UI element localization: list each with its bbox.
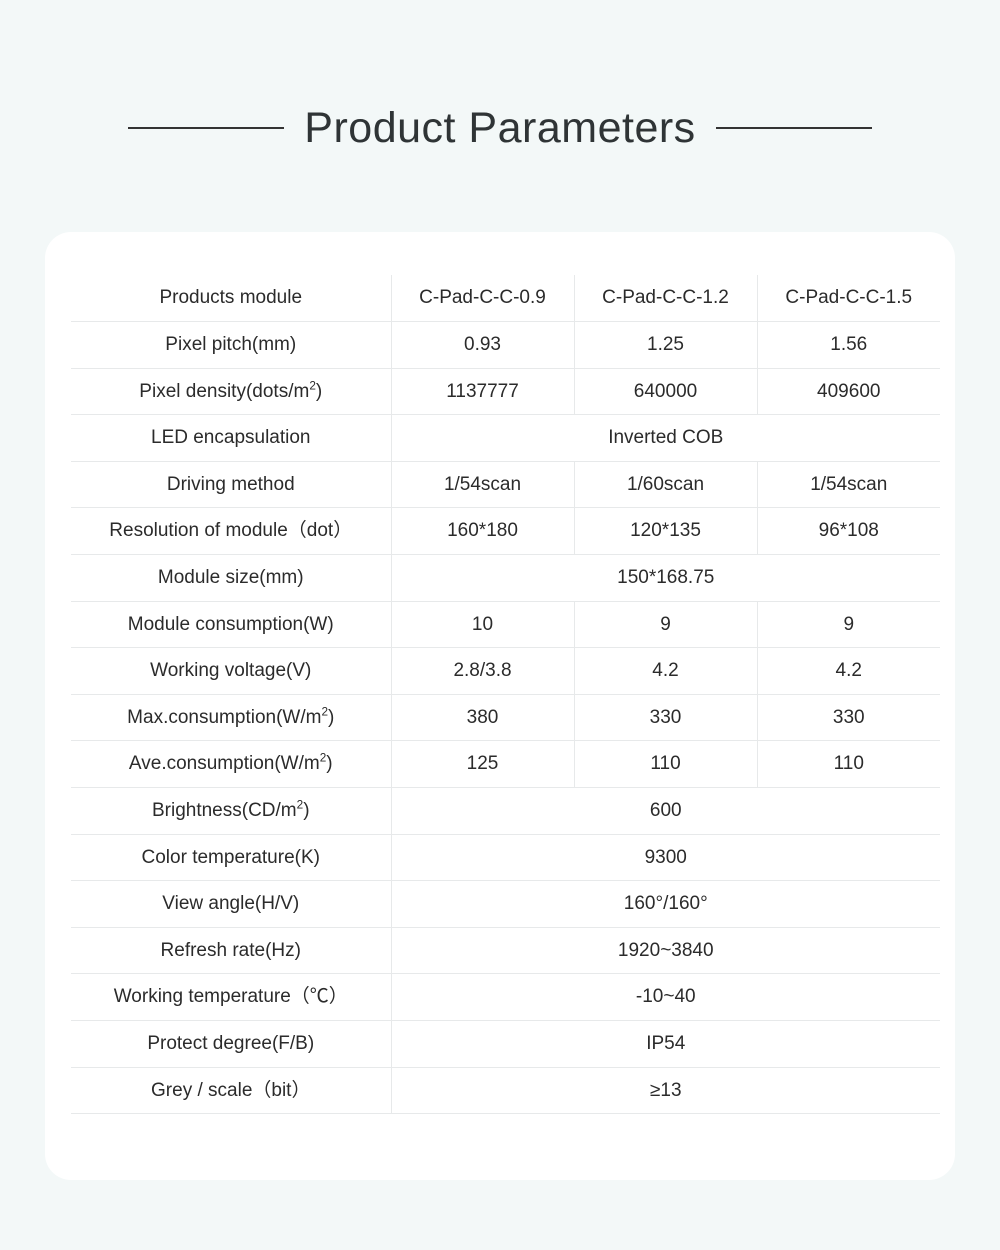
table-row: Brightness(CD/m2) 600: [71, 787, 940, 835]
row-value: 110: [573, 740, 758, 789]
row-value: 4.2: [573, 647, 758, 695]
row-label: Ave.consumption(W/m2): [71, 740, 392, 789]
row-value: C-Pad-C-C-1.5: [757, 275, 940, 323]
table-row: View angle(H/V) 160°/160°: [71, 880, 940, 928]
row-value: 409600: [757, 368, 940, 416]
row-label: Module size(mm): [71, 554, 392, 602]
row-value-merged: 1920~3840: [391, 927, 940, 975]
table-row: Resolution of module（dot） 160*180 120*135 9…: [71, 507, 940, 556]
row-label: Protect degree(F/B): [71, 1020, 392, 1068]
row-label: LED encapsulation: [71, 414, 392, 462]
row-value-merged: 600: [391, 787, 940, 835]
row-label: Module consumption(W): [71, 601, 392, 649]
row-value: 1137777: [391, 368, 574, 416]
table-row: Grey / scale（bit） ≥13: [71, 1067, 940, 1115]
row-value: 9: [573, 601, 758, 649]
title-rule-right: [715, 127, 872, 129]
superscript: 2: [296, 798, 304, 812]
row-value: 0.93: [391, 321, 574, 369]
row-label: Working voltage(V): [71, 647, 392, 695]
table-body: Products module C-Pad-C-C-0.9 C-Pad-C-C-1.…: [71, 275, 940, 1115]
table-row: Pixel pitch(mm) 0.93 1.25 1.56: [71, 321, 940, 369]
table-row: Module size(mm) 150*168.75: [71, 554, 940, 602]
row-value-merged: IP54: [391, 1020, 940, 1068]
row-value-merged: -10~40: [391, 973, 940, 1021]
row-value: 2.8/3.8: [391, 647, 574, 695]
table-row: Module consumption(W) 10 9 9: [71, 601, 940, 649]
row-label: Products module: [71, 275, 392, 323]
superscript: 2: [309, 379, 316, 393]
row-label: Resolution of module（dot）: [71, 507, 392, 556]
row-value: 1.56: [757, 321, 940, 369]
table-row: Working temperature（℃） -10~40: [71, 973, 940, 1021]
row-value: 1/60scan: [573, 461, 758, 509]
table-row: Color temperature(K) 9300: [71, 834, 940, 882]
row-value: 10: [391, 601, 574, 649]
row-label: Pixel density(dots/m2): [71, 368, 392, 416]
table-row: Driving method 1/54scan 1/60scan 1/54scan: [71, 461, 940, 509]
row-value: 160*180: [391, 507, 574, 556]
row-label: Pixel pitch(mm): [71, 321, 392, 369]
row-value-merged: 150*168.75: [391, 554, 940, 602]
row-value: 330: [757, 694, 940, 742]
superscript: 2: [321, 705, 328, 719]
row-value: 96*108: [757, 507, 940, 556]
row-value: 1/54scan: [757, 461, 940, 509]
table-row: Max.consumption(W/m2) 380 330 330: [71, 694, 940, 742]
row-value-merged: 9300: [391, 834, 940, 882]
row-label: Color temperature(K): [71, 834, 392, 882]
row-value: 640000: [573, 368, 758, 416]
row-label: Grey / scale（bit）: [71, 1067, 392, 1115]
page-title-block: Product Parameters: [0, 96, 1000, 160]
row-label: Brightness(CD/m2): [71, 787, 392, 835]
table-row: Working voltage(V) 2.8/3.8 4.2 4.2: [71, 647, 940, 695]
page-title: Product Parameters: [304, 103, 696, 152]
row-value: C-Pad-C-C-0.9: [391, 275, 574, 323]
row-label: View angle(H/V): [71, 880, 392, 928]
table-row: Ave.consumption(W/m2) 125 110 110: [71, 740, 940, 789]
table-row: Products module C-Pad-C-C-0.9 C-Pad-C-C-1.…: [71, 275, 940, 323]
row-value: 330: [573, 694, 758, 742]
row-value: 1/54scan: [391, 461, 574, 509]
row-value: 125: [391, 740, 574, 789]
table-row: Protect degree(F/B) IP54: [71, 1020, 940, 1068]
row-label: Max.consumption(W/m2): [71, 694, 392, 742]
row-value: 380: [391, 694, 574, 742]
row-value-merged: ≥13: [391, 1067, 940, 1115]
table-row: Refresh rate(Hz) 1920~3840: [71, 927, 940, 975]
row-label: Working temperature（℃）: [71, 973, 392, 1021]
title-rule-left: [128, 127, 285, 129]
row-value-merged: Inverted COB: [391, 414, 940, 462]
row-label: Refresh rate(Hz): [71, 927, 392, 975]
row-value: 9: [757, 601, 940, 649]
table-row: LED encapsulation Inverted COB: [71, 414, 940, 462]
row-value-merged: 160°/160°: [391, 880, 940, 928]
row-label: Driving method: [71, 461, 392, 509]
row-value: 1.25: [573, 321, 758, 369]
product-parameters-table: Products module C-Pad-C-C-0.9 C-Pad-C-C-1.…: [71, 275, 940, 1115]
table-row: Pixel density(dots/m2) 1137777 640000 40960…: [71, 368, 940, 416]
row-value: 4.2: [757, 647, 940, 695]
row-value: 120*135: [573, 507, 758, 556]
row-value: 110: [757, 740, 940, 789]
superscript: 2: [319, 752, 327, 766]
row-value: C-Pad-C-C-1.2: [573, 275, 758, 323]
